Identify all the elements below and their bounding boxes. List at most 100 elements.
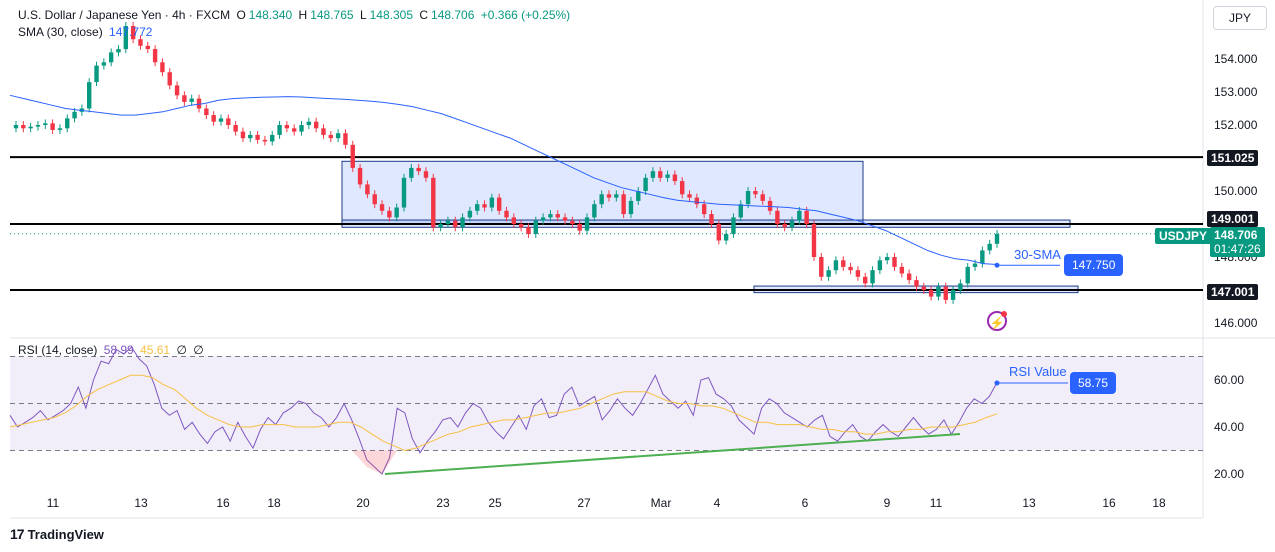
rsi-oversold-fill <box>351 450 398 474</box>
candle-body <box>738 204 743 218</box>
candle-body <box>57 128 63 130</box>
candle-body <box>599 194 604 205</box>
rsi-ma-value: 45.61 <box>140 343 171 357</box>
symbol-legend: U.S. Dollar / Japanese Yen · 4h · FXCM O… <box>18 8 573 22</box>
price-tick-label: 152.000 <box>1214 118 1258 132</box>
candle-body <box>167 72 172 86</box>
candle-body <box>453 220 458 228</box>
rsi-value: 58.99 <box>103 343 134 357</box>
candle-body <box>416 167 421 172</box>
candle-body <box>21 125 26 129</box>
time-tick-label: 9 <box>884 496 891 510</box>
candle-body <box>357 167 363 185</box>
candle-body <box>921 286 926 290</box>
candle-body <box>313 121 319 129</box>
candle-body <box>833 260 839 271</box>
candle-body <box>745 191 751 205</box>
candle-body <box>277 125 282 135</box>
candle-body <box>819 257 824 277</box>
candle-body <box>50 123 55 130</box>
candle-body <box>160 62 165 73</box>
candle-body <box>94 65 99 83</box>
symbol-price-tag: USDJPY <box>1155 228 1212 244</box>
candle-body <box>723 233 729 241</box>
candle-body <box>548 214 553 218</box>
candle-body <box>116 49 121 53</box>
candle-body <box>731 217 736 234</box>
candle-body <box>621 194 626 215</box>
brand[interactable]: 17 TradingView <box>10 526 104 542</box>
level-tag-149: 149.001 <box>1207 211 1259 227</box>
currency-button[interactable]: JPY <box>1213 6 1267 30</box>
candle-body <box>701 204 707 215</box>
candle-body <box>965 266 970 284</box>
lightning-icon[interactable]: ⚡ <box>987 311 1007 331</box>
high-label: H <box>298 8 308 22</box>
candle-body <box>328 134 333 139</box>
close-label: C <box>419 8 429 22</box>
candle-body <box>826 270 831 277</box>
candle-body <box>592 204 597 218</box>
candle-body <box>680 181 685 195</box>
candle-body <box>350 144 355 168</box>
last-price-tag: 148.706 01:47:26 <box>1210 227 1265 257</box>
candle-body <box>899 266 905 274</box>
candle-body <box>174 85 180 96</box>
time-tick-label: 25 <box>488 496 502 510</box>
level-tag-147: 147.001 <box>1207 284 1259 300</box>
candle-body <box>379 204 385 211</box>
candle-body <box>511 217 517 224</box>
candle-body <box>270 134 275 142</box>
candle-body <box>643 177 648 191</box>
candle-body <box>614 194 619 198</box>
candle-body <box>489 197 495 208</box>
candle-body <box>65 118 70 129</box>
time-tick-label: 16 <box>1102 496 1116 510</box>
candle-body <box>291 128 297 132</box>
sma-note: 30-SMA <box>1014 247 1061 262</box>
candle-body <box>958 283 963 290</box>
close-value: 148.706 <box>431 8 475 22</box>
candle-body <box>218 118 224 122</box>
time-tick-label: 16 <box>216 496 230 510</box>
candle-body <box>87 82 92 109</box>
last-price: 148.706 <box>1214 228 1258 242</box>
candle-body <box>299 125 304 132</box>
candle-body <box>196 98 202 109</box>
rsi-legend: RSI (14, close) 58.99 45.61 ∅ ∅ <box>18 343 207 357</box>
low-value: 148.305 <box>369 8 414 22</box>
candle-body <box>211 115 216 122</box>
candle-body <box>343 133 348 145</box>
candle-body <box>665 174 670 178</box>
candle-body <box>482 204 487 208</box>
candle-body <box>240 131 246 139</box>
rsi-note: RSI Value <box>1009 364 1067 379</box>
candle-body <box>182 95 187 102</box>
candle-body <box>496 197 502 211</box>
price-tick-label: 154.000 <box>1214 52 1258 66</box>
rsi-tick-label: 40.00 <box>1214 420 1244 434</box>
price-tick-label: 153.000 <box>1214 85 1258 99</box>
low-label: L <box>359 8 367 22</box>
candle-body <box>709 214 714 224</box>
time-tick-label: Mar <box>651 496 672 510</box>
candle-body <box>401 177 407 208</box>
candle-body <box>321 128 326 135</box>
candle-body <box>540 217 546 221</box>
candle-body <box>855 270 861 277</box>
sma-label: SMA (30, close) <box>18 25 103 39</box>
candle-body <box>28 126 33 129</box>
candle-body <box>811 224 817 257</box>
rsi-label: RSI (14, close) <box>18 343 98 357</box>
tradingview-logo-icon: 17 <box>10 526 25 542</box>
time-tick-label: 18 <box>1152 496 1166 510</box>
candle-body <box>335 133 341 139</box>
rsi-tick-label: 20.00 <box>1214 467 1244 481</box>
candle-body <box>767 200 773 211</box>
candle-body <box>35 125 41 127</box>
high-value: 148.765 <box>310 8 354 22</box>
candle-body <box>460 217 465 228</box>
candle-body <box>892 257 897 267</box>
candle-body <box>101 62 107 66</box>
